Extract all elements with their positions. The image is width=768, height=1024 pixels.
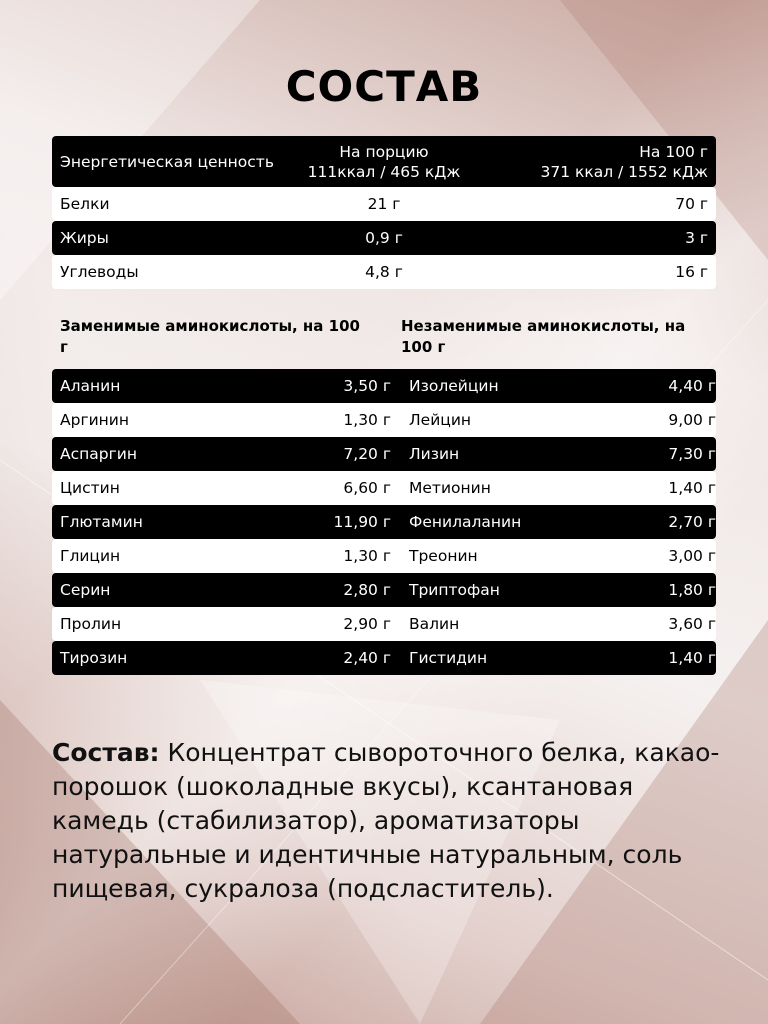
nutrient-per100: 70 г <box>675 195 708 213</box>
nutrient-per100: 3 г <box>685 229 708 247</box>
amino-table: Аланин 3,50 г Изолейцин 4,40 г Аргинин 1,30 г… <box>52 369 716 675</box>
essential-name: Лейцин <box>409 411 472 429</box>
nonessential-name: Пролин <box>60 615 122 633</box>
per-serving-energy: 111ккал / 465 кДж <box>307 162 461 181</box>
nonessential-name: Глютамин <box>60 513 143 531</box>
amino-row: Пролин 2,90 г Валин 3,60 г <box>52 607 716 641</box>
nonessential-value: 7,20 г <box>343 445 391 463</box>
essential-name: Триптофан <box>409 581 500 599</box>
essential-name: Метионин <box>409 479 491 497</box>
page-title: СОСТАВ <box>285 62 483 111</box>
composition-ingredients: Концентрат сывороточного белка, какао-по… <box>52 738 720 903</box>
essential-value: 4,40 г <box>668 377 716 395</box>
essential-value: 1,80 г <box>668 581 716 599</box>
nutrition-row: Белки 21 г 70 г <box>52 187 716 221</box>
amino-row: Тирозин 2,40 г Гистидин 1,40 г <box>52 641 716 675</box>
nonessential-value: 3,50 г <box>343 377 391 395</box>
amino-row: Глицин 1,30 г Треонин 3,00 г <box>52 539 716 573</box>
essential-name: Гистидин <box>409 649 488 667</box>
nonessential-name: Цистин <box>60 479 120 497</box>
nutrient-name: Углеводы <box>60 263 139 281</box>
essential-value: 1,40 г <box>668 479 716 497</box>
essential-name: Валин <box>409 615 460 633</box>
nonessential-name: Серин <box>60 581 111 599</box>
nonessential-value: 2,90 г <box>343 615 391 633</box>
essential-value: 1,40 г <box>668 649 716 667</box>
essential-value: 3,60 г <box>668 615 716 633</box>
per-100-energy: 371 ккал / 1552 кДж <box>540 162 708 181</box>
nonessential-name: Тирозин <box>60 649 128 667</box>
essential-name: Лизин <box>409 445 460 463</box>
nonessential-value: 11,90 г <box>333 513 391 531</box>
nonessential-value: 1,30 г <box>343 411 391 429</box>
per-serving-title: На порцию <box>339 142 429 161</box>
nonessential-value: 6,60 г <box>343 479 391 497</box>
nonessential-name: Аспаргин <box>60 445 137 463</box>
nonessential-value: 2,40 г <box>343 649 391 667</box>
nutrient-name: Жиры <box>60 229 109 247</box>
nutrient-name: Белки <box>60 195 110 213</box>
nutrient-serving: 21 г <box>367 195 401 213</box>
essential-name: Изолейцин <box>409 377 499 395</box>
nonessential-name: Глицин <box>60 547 121 565</box>
nonessential-name: Аргинин <box>60 411 130 429</box>
nutrient-per100: 16 г <box>675 263 708 281</box>
amino-row: Аргинин 1,30 г Лейцин 9,00 г <box>52 403 716 437</box>
nutrient-serving: 4,8 г <box>365 263 403 281</box>
essential-title: Незаменимые аминокислоты, на 100 г <box>401 317 686 356</box>
essential-value: 3,00 г <box>668 547 716 565</box>
essential-name: Фенилаланин <box>409 513 522 531</box>
nonessential-title: Заменимые аминокислоты, на 100 г <box>60 317 360 356</box>
essential-value: 9,00 г <box>668 411 716 429</box>
amino-row: Глютамин 11,90 г Фенилаланин 2,70 г <box>52 505 716 539</box>
nonessential-value: 1,30 г <box>343 547 391 565</box>
amino-row: Цистин 6,60 г Метионин 1,40 г <box>52 471 716 505</box>
amino-row: Серин 2,80 г Триптофан 1,80 г <box>52 573 716 607</box>
nonessential-name: Аланин <box>60 377 121 395</box>
per-100-title: На 100 г <box>639 142 708 161</box>
nutrition-table: Энергетическая ценность На порцию 111ккал… <box>52 136 716 289</box>
essential-value: 7,30 г <box>668 445 716 463</box>
nutrition-row: Углеводы 4,8 г 16 г <box>52 255 716 289</box>
composition-text: Состав: Концентрат сывороточного белка, … <box>52 736 732 906</box>
nonessential-value: 2,80 г <box>343 581 391 599</box>
amino-row: Аланин 3,50 г Изолейцин 4,40 г <box>52 369 716 403</box>
nutrition-header: Энергетическая ценность На порцию 111ккал… <box>52 136 716 187</box>
essential-name: Треонин <box>409 547 478 565</box>
composition-label: Состав: <box>52 738 160 767</box>
essential-value: 2,70 г <box>668 513 716 531</box>
nutrient-serving: 0,9 г <box>365 229 403 247</box>
energy-label: Энергетическая ценность <box>60 152 274 171</box>
amino-row: Аспаргин 7,20 г Лизин 7,30 г <box>52 437 716 471</box>
nutrition-row: Жиры 0,9 г 3 г <box>52 221 716 255</box>
